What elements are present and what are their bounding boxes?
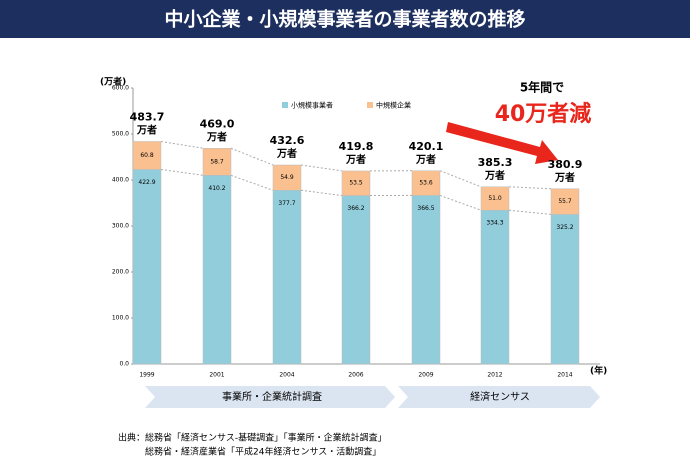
annotation-highlight: 40万者減: [495, 102, 592, 127]
bar-segment: [412, 195, 440, 364]
total-unit: 万者: [554, 171, 575, 184]
y-tick-label: 400.0: [112, 177, 129, 184]
annotation: 5年間で: [520, 80, 564, 95]
y-tick-label: 100.0: [112, 315, 129, 322]
period-label: 経済センサス: [470, 390, 530, 403]
legend-label: 小規模事業者: [291, 101, 333, 110]
value-label: 54.9: [280, 174, 294, 181]
total-unit: 万者: [484, 169, 505, 182]
value-label: 422.9: [138, 179, 155, 186]
total-label: 419.8: [339, 140, 374, 153]
source: 総務省・経済産業省「平成24年経済センサス・活動調査」: [145, 446, 381, 458]
value-label: 51.0: [488, 195, 502, 202]
connector: [231, 175, 273, 190]
total-unit: 万者: [345, 153, 366, 166]
value-label: 60.8: [140, 152, 154, 159]
connector: [161, 141, 203, 148]
value-label: 53.5: [349, 180, 363, 187]
x-tick-label: 1999: [139, 372, 154, 379]
total-label: 432.6: [270, 134, 305, 147]
x-tick-label: 2004: [279, 372, 294, 379]
connector: [440, 171, 481, 187]
y-tick-label: 200.0: [112, 269, 129, 276]
bar-segment: [551, 214, 579, 364]
x-tick-label: 2009: [418, 372, 433, 379]
x-axis-label: (年): [590, 365, 607, 377]
value-label: 55.7: [558, 198, 572, 205]
value-label: 366.5: [417, 205, 434, 212]
connector: [440, 195, 481, 210]
value-label: 53.6: [419, 180, 433, 187]
connector: [509, 187, 551, 189]
value-label: 366.2: [347, 205, 364, 212]
y-tick-label: 300.0: [112, 223, 129, 230]
legend-swatch: [367, 102, 373, 108]
x-tick-label: 2012: [487, 372, 502, 379]
bar-segment: [133, 169, 161, 364]
bar-segment: [273, 190, 301, 364]
value-label: 410.2: [208, 185, 225, 192]
source: 出典：総務省「経済センサス‐基礎調査」「事業所・企業統計調査」: [118, 432, 387, 444]
legend-label: 中規模企業: [376, 101, 411, 110]
x-tick-label: 2006: [348, 372, 363, 379]
period-label: 事業所・企業統計調査: [222, 390, 322, 403]
bar-segment: [481, 210, 509, 364]
total-unit: 万者: [206, 130, 227, 143]
total-unit: 万者: [276, 147, 297, 160]
x-tick-label: 2014: [557, 372, 572, 379]
total-unit: 万者: [415, 153, 436, 166]
value-label: 377.7: [278, 200, 295, 207]
title: 中小企業・小規模事業者の事業者数の推移: [164, 8, 525, 31]
total-label: 385.3: [478, 156, 513, 169]
connector: [301, 190, 342, 195]
bar-segment: [342, 196, 370, 364]
total-label: 483.7: [130, 110, 165, 123]
legend-swatch: [282, 102, 288, 108]
total-label: 469.0: [200, 117, 235, 130]
bar-segment: [203, 175, 231, 364]
y-tick-label: 600.0: [112, 85, 129, 92]
connector: [231, 148, 273, 165]
value-label: 325.2: [556, 224, 573, 231]
total-label: 420.1: [409, 140, 444, 153]
connector: [301, 165, 342, 171]
connector: [509, 210, 551, 214]
y-tick-label: 500.0: [112, 131, 129, 138]
total-unit: 万者: [136, 123, 157, 136]
value-label: 58.7: [210, 158, 224, 165]
y-tick-label: 0.0: [119, 361, 129, 368]
total-label: 380.9: [548, 158, 583, 171]
value-label: 334.3: [486, 220, 503, 227]
x-tick-label: 2001: [209, 372, 224, 379]
connector: [161, 169, 203, 175]
